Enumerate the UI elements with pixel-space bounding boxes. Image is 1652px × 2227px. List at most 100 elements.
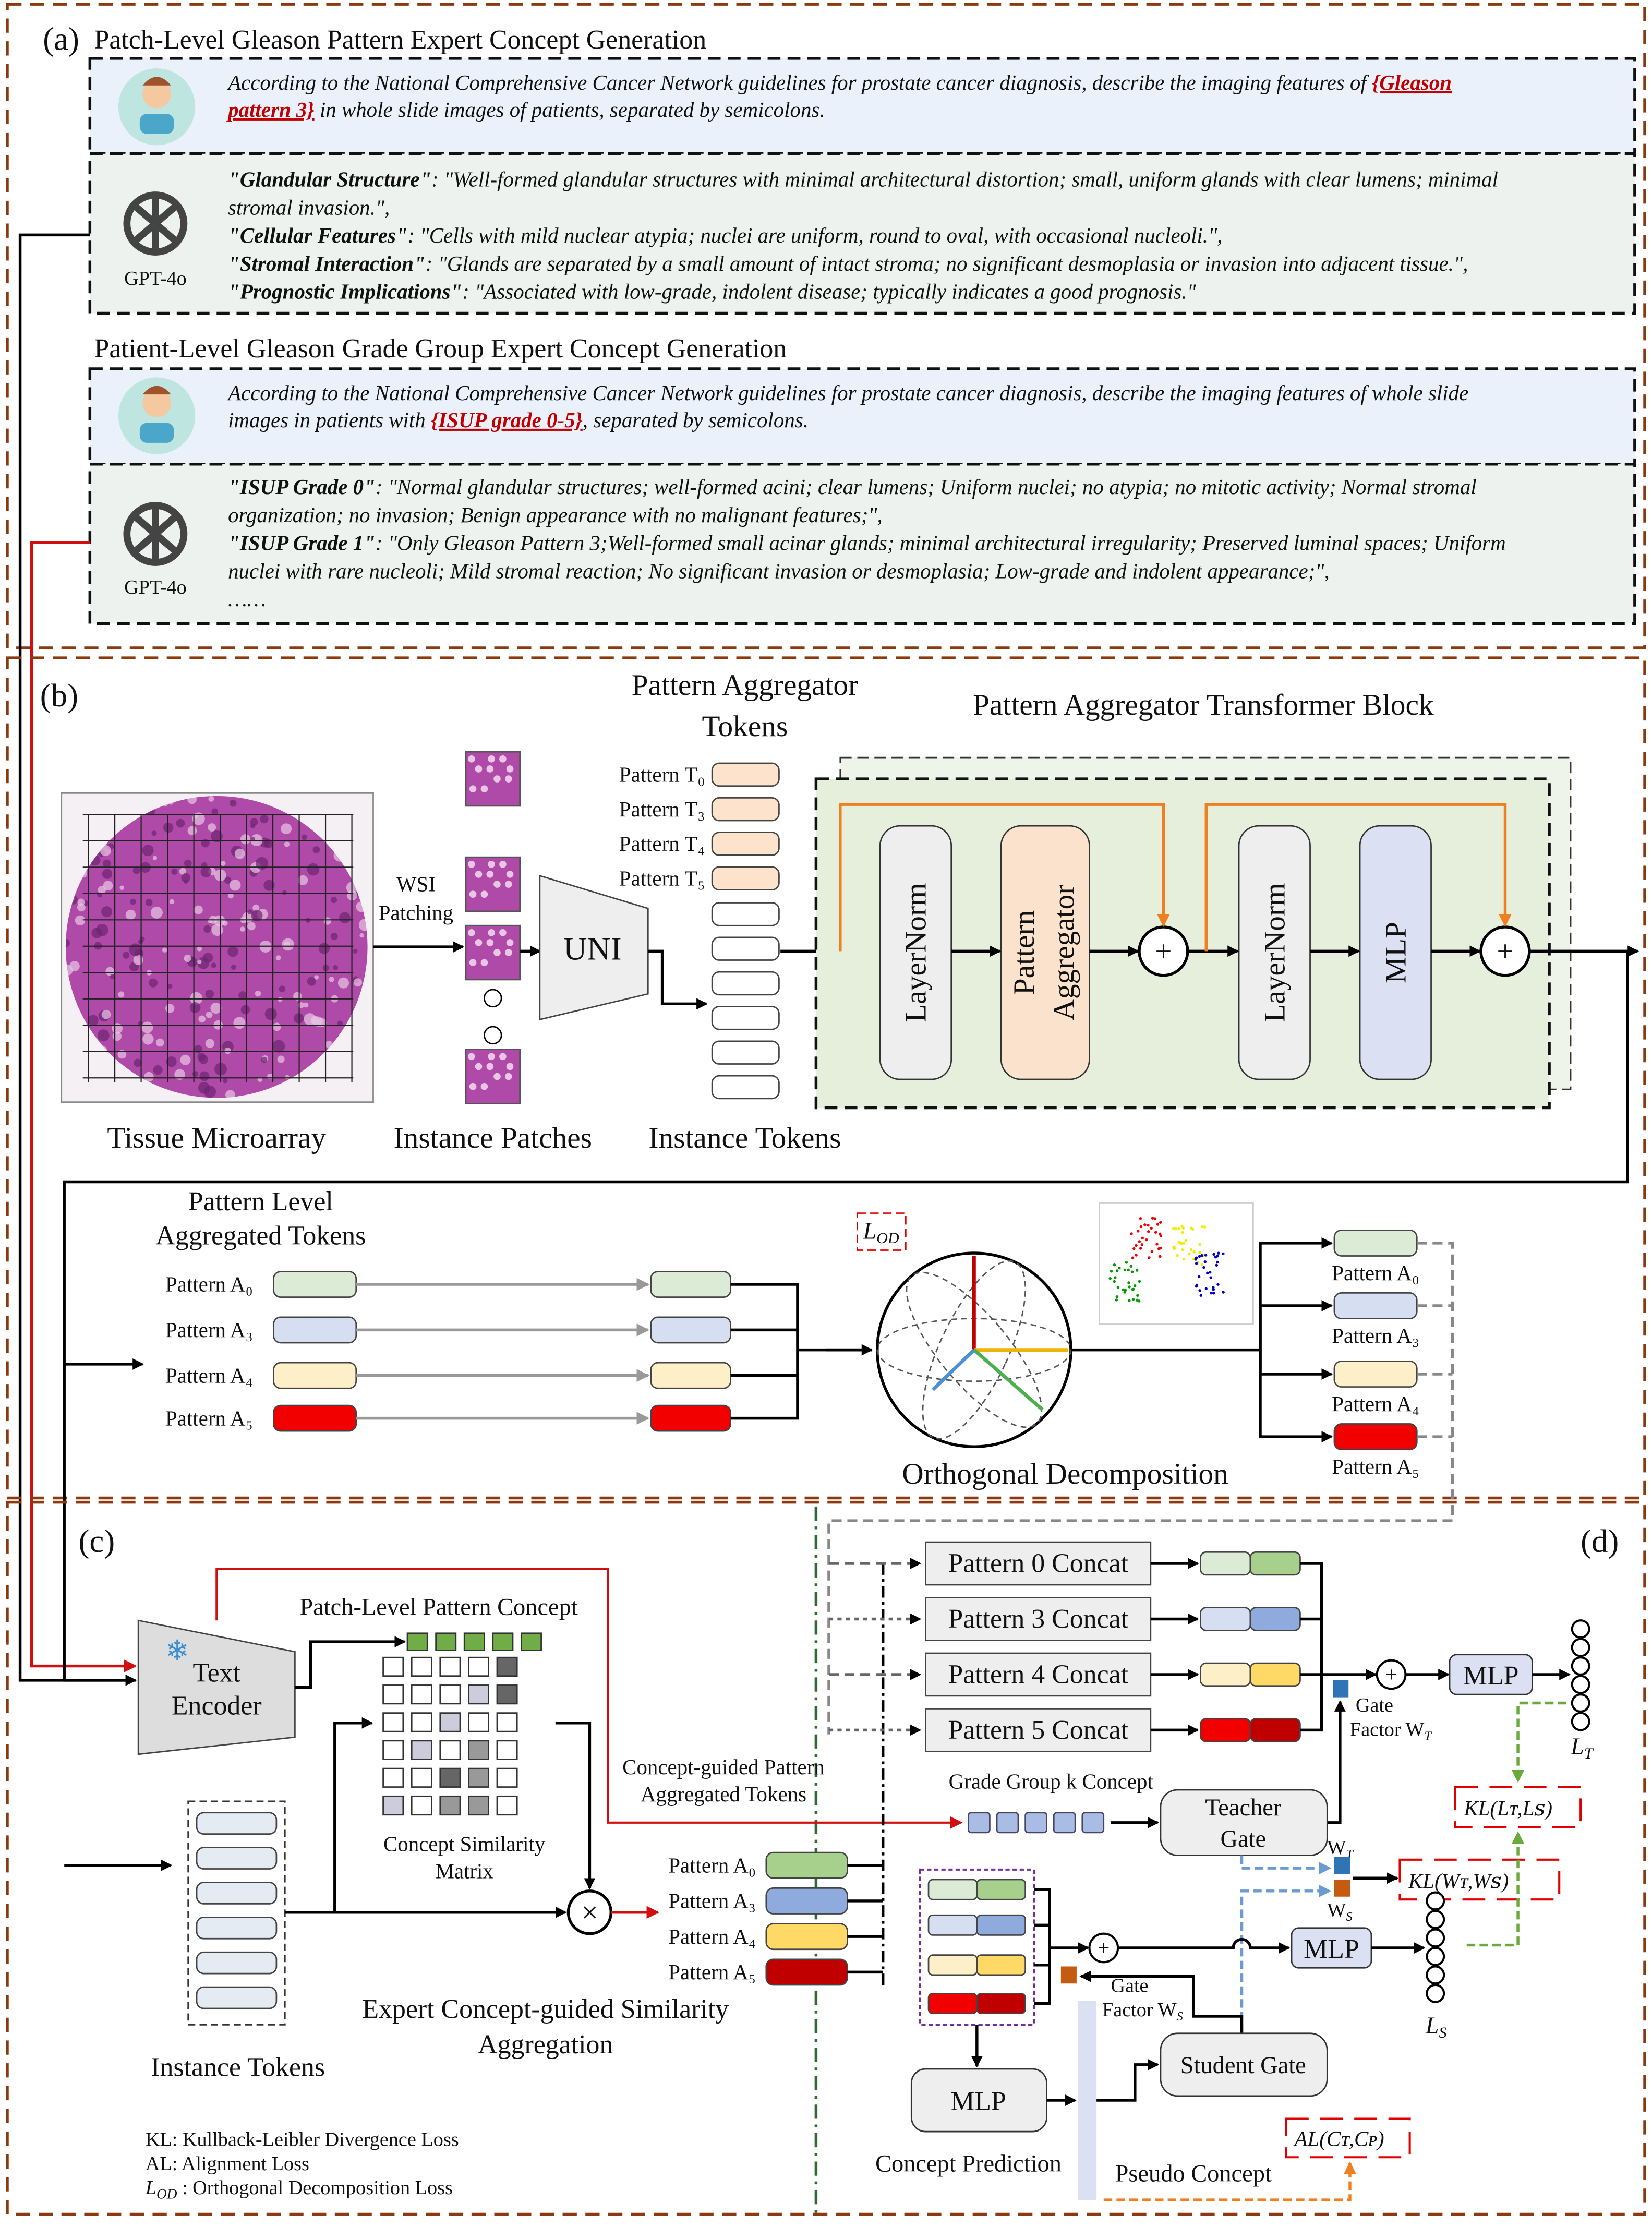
arrow — [1259, 1300, 1333, 1350]
scatter-point — [1150, 1226, 1153, 1230]
matrix-cell — [382, 1795, 404, 1816]
tissue-texture — [279, 985, 286, 992]
instance-token — [711, 1075, 780, 1100]
scatter-point — [1148, 1256, 1151, 1259]
tissue-microarray-label: Tissue Microarray — [107, 1122, 326, 1154]
tissue-texture — [312, 846, 320, 853]
decomposed-token-label: Pattern A₀ — [1332, 1261, 1419, 1285]
matrix-cell — [382, 1740, 404, 1760]
matrix-cell — [468, 1740, 489, 1760]
tissue-texture — [102, 859, 111, 868]
tissue-texture — [250, 823, 256, 829]
tissue-texture — [153, 1065, 163, 1075]
decomposed-token — [1333, 1423, 1418, 1451]
legend-kl: KL: Kullback-Leibler Divergence Loss — [146, 2128, 459, 2150]
scatter-point — [1147, 1230, 1150, 1233]
scatter-point — [1113, 1280, 1116, 1283]
student-token — [976, 1992, 1027, 2014]
scatter-point — [1197, 1275, 1201, 1279]
tissue-texture — [105, 967, 115, 976]
answer-line: "ISUP Grade 1": "Only Gleason Pattern 3;… — [228, 532, 1506, 555]
student-token — [927, 1914, 978, 1936]
matrix-cell — [468, 1712, 489, 1732]
teacher-mlp-label: MLP — [1463, 1661, 1519, 1691]
agg-tokens-title: Tokens — [702, 710, 788, 743]
tissue-texture — [222, 1078, 228, 1084]
kl-weights-box — [1398, 1858, 1561, 1901]
instance-token — [711, 1040, 780, 1065]
layernorm-1-label: LayerNorm — [900, 883, 933, 1022]
tissue-texture — [231, 964, 237, 970]
teacher-logit-node — [1571, 1619, 1590, 1639]
scatter-point — [1145, 1238, 1148, 1242]
instance-token — [196, 1812, 278, 1835]
scatter-point — [1141, 1236, 1144, 1240]
arrow — [555, 1722, 596, 1890]
tissue-texture — [330, 932, 338, 941]
tissue-texture — [165, 1004, 175, 1013]
concat-token — [1200, 1718, 1251, 1742]
patient-answer-lines: "ISUP Grade 0": "Normal glandular struct… — [228, 475, 1506, 611]
bracket — [1300, 1562, 1323, 1732]
scatter-point — [1215, 1260, 1219, 1264]
gpt-logo-icon — [123, 502, 188, 566]
panel-a: (a) Patch-Level Gleason Pattern Expert C… — [6, 3, 1646, 649]
arrow — [295, 1636, 406, 1689]
scatter-point — [1140, 1243, 1144, 1246]
text-encoder-label: Encoder — [172, 1691, 262, 1720]
al-label: AL(Cᴛ,Cᴘ) — [1293, 2127, 1384, 2150]
concept-guided-row-label: Pattern A₀ — [668, 1853, 756, 1877]
tissue-texture — [132, 866, 140, 874]
aggregator-token-label: Pattern T₃ — [619, 798, 705, 821]
matrix-cell — [496, 1795, 518, 1816]
scatter-point — [1143, 1223, 1147, 1226]
tissue-texture — [233, 1017, 246, 1029]
tissue-texture — [199, 1071, 210, 1081]
gpt-logo-icon — [123, 191, 188, 256]
pattern-token — [273, 1362, 357, 1389]
decomposed-token-label: Pattern A₄ — [1332, 1392, 1419, 1416]
tissue-texture — [101, 906, 113, 918]
pattern-row-label: Pattern A₃ — [165, 1318, 253, 1342]
concept-token — [492, 1632, 514, 1651]
answer-line: stromal invasion.", — [228, 196, 390, 219]
pattern-level-title: Pattern Level — [188, 1187, 333, 1217]
grade-concept-connector — [30, 541, 137, 1672]
student-logit-node — [1426, 1965, 1445, 1985]
aggregator-token — [711, 832, 780, 856]
scatter-point — [1159, 1255, 1162, 1258]
concept-guided-label: Aggregated Tokens — [641, 1783, 806, 1806]
matrix-cell — [496, 1712, 518, 1732]
teacher-gate-label: Gate — [1220, 1826, 1266, 1852]
teacher-weight-line — [1240, 1855, 1332, 1875]
answer-line: …… — [228, 587, 266, 611]
tissue-texture — [282, 938, 294, 951]
scatter-point — [1203, 1260, 1207, 1263]
student-token-pairs — [927, 1879, 1027, 2014]
pattern-token — [650, 1362, 731, 1389]
wsi-label: WSI — [396, 873, 436, 896]
matrix-cell — [382, 1712, 404, 1732]
scatter-point — [1202, 1266, 1205, 1269]
matrix-cell — [411, 1712, 432, 1732]
concat-token — [1249, 1718, 1301, 1742]
matrix-cell — [468, 1684, 489, 1705]
scatter-point — [1192, 1250, 1196, 1254]
matrix-cell — [411, 1795, 432, 1816]
bracket — [1034, 1888, 1088, 2005]
concept-guided-row-label: Pattern A₅ — [668, 1960, 756, 1984]
scatter-point — [1130, 1270, 1134, 1273]
scatter-point — [1131, 1298, 1135, 1301]
student-logit-node — [1426, 1983, 1445, 2003]
tissue-texture — [203, 925, 211, 933]
tissue-texture — [88, 1015, 99, 1026]
tissue-texture — [141, 1021, 153, 1033]
scatter-point — [1208, 1271, 1212, 1274]
tissue-texture — [198, 1015, 206, 1023]
student-weight-line — [1240, 1884, 1332, 2033]
tissue-texture — [323, 917, 332, 925]
teacher-logit-node — [1571, 1656, 1590, 1676]
instance-patches-label: Instance Patches — [394, 1122, 592, 1154]
tissue-texture — [230, 800, 237, 807]
tissue-texture — [197, 959, 202, 965]
